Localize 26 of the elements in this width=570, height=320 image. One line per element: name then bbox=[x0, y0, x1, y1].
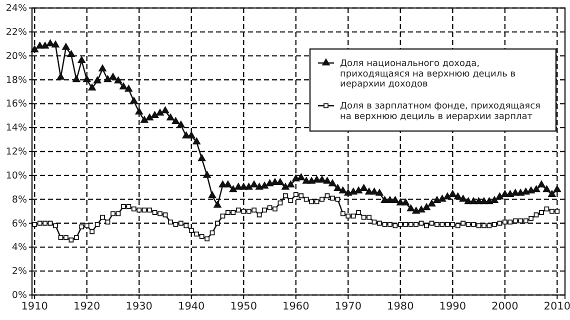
x-tick-label: 1950 bbox=[230, 300, 257, 312]
y-tick-label: 14% bbox=[6, 122, 27, 134]
x-tick-label: 1990 bbox=[439, 300, 466, 312]
x-tick-label: 1960 bbox=[282, 300, 310, 312]
x-tick-label: 1920 bbox=[74, 300, 100, 312]
x-tick-label: 1970 bbox=[334, 300, 362, 312]
x-tick-label: 2000 bbox=[492, 300, 518, 312]
y-tick-label: 22% bbox=[6, 26, 27, 38]
y-tick-label: 4% bbox=[12, 242, 27, 254]
y-tick-label: 6% bbox=[12, 218, 27, 230]
y-tick-label: 8% bbox=[12, 194, 27, 206]
y-tick-label: 12% bbox=[6, 146, 27, 158]
y-tick-label: 2% bbox=[12, 266, 27, 278]
y-tick-label: 20% bbox=[6, 50, 27, 62]
x-tick-label: 1930 bbox=[126, 300, 152, 312]
x-tick-label: 1980 bbox=[387, 300, 414, 312]
x-tick-label: 2010 bbox=[544, 300, 570, 312]
y-tick-label: 0% bbox=[12, 290, 27, 302]
x-tick-label: 1940 bbox=[178, 300, 205, 312]
y-tick-label: 24% bbox=[6, 3, 27, 14]
y-tick-label: 10% bbox=[6, 170, 27, 182]
x-tick-label: 1910 bbox=[21, 300, 48, 312]
y-tick-label: 18% bbox=[6, 74, 27, 86]
legend-label: Доля национального дохода, приходящаяся на верхнюю дециль в иерархии доходов bbox=[340, 59, 516, 90]
y-tick-label: 16% bbox=[6, 98, 27, 110]
legend-label: Доля в зарплатном фонде, приходящаяся на верхнюю дециль в иерархии зарплат bbox=[340, 102, 540, 122]
